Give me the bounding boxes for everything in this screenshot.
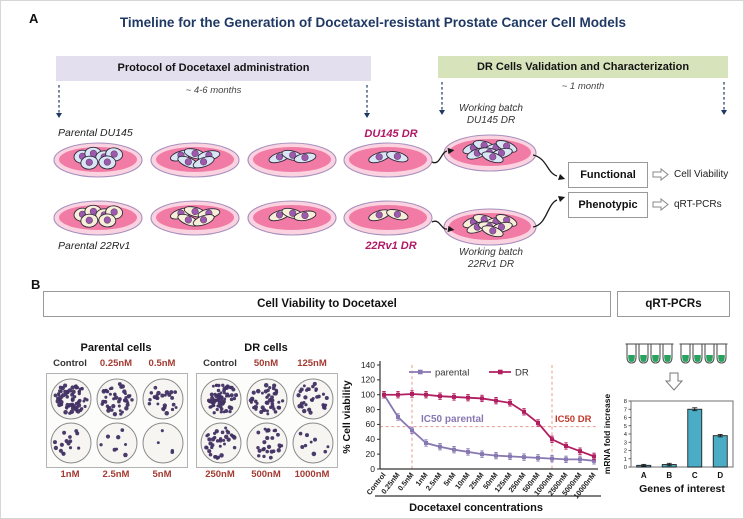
well-bottom-label: 1nM: [60, 469, 80, 480]
qrtpcr-bar-chart: 0 1 2 3 4 5 6 7 8 A B C D Genes of interest mRNA fold …: [602, 343, 734, 495]
22rv1-dr-label: 22Rv1 DR: [365, 240, 417, 252]
working-batch-du145-line1: Working batch: [459, 103, 523, 114]
svg-text:4: 4: [624, 432, 628, 438]
cell-viability-header-box: Cell Viability to Docetaxel: [43, 291, 611, 317]
svg-text:Docetaxel concentrations: Docetaxel concentrations: [409, 502, 543, 514]
panel-a-label: A: [29, 11, 39, 26]
svg-text:7: 7: [624, 407, 627, 413]
well-top-label: 50nM: [253, 358, 279, 369]
well-top-label: 125nM: [297, 358, 327, 369]
svg-text:% Cell viability: % Cell viability: [341, 380, 353, 454]
working-batch-22rv1-line1: Working batch: [459, 247, 523, 258]
svg-text:D: D: [717, 471, 723, 480]
working-batch-du145-line2: DU145 DR: [466, 115, 516, 126]
svg-text:mRNA fold increase: mRNA fold increase: [602, 394, 612, 475]
well-top-label: 0.25nM: [99, 358, 133, 369]
well-top-label: 0.5nM: [148, 358, 176, 369]
svg-text:2.5nM: 2.5nM: [424, 471, 444, 493]
svg-text:8: 8: [624, 399, 627, 405]
svg-text:0: 0: [624, 465, 627, 471]
well-bottom-label: 500nM: [251, 469, 281, 480]
well-bottom-label: 5nM: [152, 469, 172, 480]
well-bottom-label: 250nM: [205, 469, 235, 480]
well-top-label: Control: [203, 358, 237, 369]
svg-text:C: C: [692, 471, 698, 480]
timeline-illustration: [53, 82, 727, 246]
phenotypic-box: Phenotypic: [568, 192, 648, 218]
svg-text:parental: parental: [435, 367, 469, 378]
validation-duration: ~ 1 month: [561, 81, 605, 92]
svg-text:0.5nM: 0.5nM: [396, 471, 416, 493]
svg-text:6: 6: [624, 416, 627, 422]
svg-text:20: 20: [366, 449, 376, 459]
dr-cells-title: DR cells: [244, 342, 288, 354]
svg-text:1: 1: [624, 457, 627, 463]
protocol-header-bar: Protocol of Docetaxel administration: [56, 56, 371, 81]
protocol-duration: ~ 4-6 months: [185, 85, 242, 96]
svg-text:100: 100: [361, 390, 375, 400]
svg-text:B: B: [666, 471, 672, 480]
dr-well-plate: [196, 373, 338, 468]
svg-text:120: 120: [361, 375, 375, 385]
svg-text:2: 2: [624, 449, 627, 455]
parental-cells-title: Parental cells: [80, 342, 152, 354]
svg-text:5: 5: [624, 424, 627, 430]
parental-du145-label: Parental DU145: [58, 127, 133, 139]
viability-line-chart: 020406080100120140Control0.25nM0.5nM1nM2…: [341, 360, 601, 514]
svg-text:60: 60: [366, 419, 376, 429]
du145-dr-label: DU145 DR: [364, 128, 418, 140]
parental-22rv1-label: Parental 22Rv1: [58, 240, 131, 252]
svg-text:DR: DR: [515, 367, 529, 378]
panel-b-label: B: [31, 277, 41, 292]
svg-text:Genes of interest: Genes of interest: [639, 483, 725, 495]
well-top-label: Control: [53, 358, 87, 369]
functional-box: Functional: [568, 162, 648, 188]
qrtpcr-header-box: qRT-PCRs: [617, 291, 730, 317]
right-outline-arrow-icon: [652, 168, 669, 181]
well-bottom-label: 2.5nM: [102, 469, 130, 480]
svg-text:3: 3: [624, 440, 627, 446]
svg-text:80: 80: [366, 404, 376, 414]
svg-text:40: 40: [366, 434, 376, 444]
svg-text:140: 140: [361, 360, 375, 370]
right-outline-arrow-icon: [652, 198, 669, 211]
validation-header-bar: DR Cells Validation and Characterization: [438, 56, 728, 78]
parental-well-plate: [46, 373, 188, 468]
qrtpcr-result: qRT-PCRs: [674, 199, 722, 210]
working-batch-22rv1-line2: 22Rv1 DR: [467, 259, 515, 270]
svg-text:A: A: [641, 471, 647, 480]
svg-text:IC50 parental: IC50 parental: [421, 414, 484, 425]
well-bottom-label: 1000nM: [294, 469, 330, 480]
svg-text:0: 0: [370, 464, 375, 474]
cell-viability-result: Cell Viability: [674, 169, 729, 180]
figure-title: Timeline for the Generation of Docetaxel…: [119, 15, 627, 30]
svg-text:IC50 DR: IC50 DR: [555, 414, 592, 425]
